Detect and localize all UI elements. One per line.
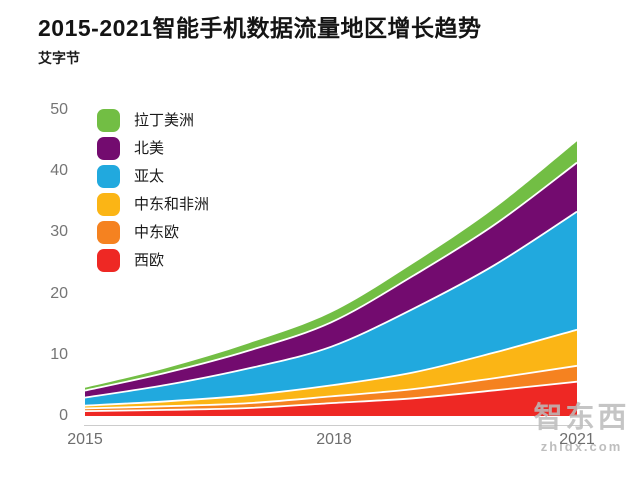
band-separator-line bbox=[84, 210, 578, 399]
legend-label: 西欧 bbox=[134, 252, 165, 269]
legend: 拉丁美洲 北美 亚太 中东和非洲 中东欧 西欧 bbox=[97, 109, 209, 277]
legend-item-western-europe: 西欧 bbox=[97, 249, 209, 272]
legend-label: 亚太 bbox=[134, 168, 165, 185]
chart-unit-label: 艾字节 bbox=[38, 49, 80, 66]
y-tick-10: 10 bbox=[50, 346, 68, 363]
legend-swatch-western-europe-icon bbox=[97, 249, 120, 272]
y-tick-20: 20 bbox=[50, 285, 68, 302]
y-tick-0: 0 bbox=[59, 407, 68, 424]
band-separator-line bbox=[84, 328, 578, 407]
legend-item-latin-america: 拉丁美洲 bbox=[97, 109, 209, 132]
x-axis-line bbox=[84, 425, 590, 426]
legend-swatch-central-eastern-europe-icon bbox=[97, 221, 120, 244]
legend-label: 中东欧 bbox=[134, 224, 180, 241]
y-tick-40: 40 bbox=[50, 162, 68, 179]
area-band-亚太 bbox=[85, 211, 577, 406]
band-separator-line bbox=[84, 364, 578, 410]
legend-swatch-asia-pacific-icon bbox=[97, 165, 120, 188]
legend-swatch-latin-america-icon bbox=[97, 109, 120, 132]
y-tick-50: 50 bbox=[50, 101, 68, 118]
legend-label: 中东和非洲 bbox=[134, 196, 210, 213]
x-tick-2015: 2015 bbox=[67, 431, 103, 448]
legend-item-north-america: 北美 bbox=[97, 137, 209, 160]
legend-item-asia-pacific: 亚太 bbox=[97, 165, 209, 188]
chart-title: 2015-2021智能手机数据流量地区增长趋势 bbox=[38, 15, 482, 41]
band-separator-line bbox=[84, 380, 578, 412]
x-tick-2021: 2021 bbox=[559, 431, 595, 448]
legend-swatch-north-america-icon bbox=[97, 137, 120, 160]
chart-header: 2015-2021智能手机数据流量地区增长趋势 艾字节 bbox=[38, 14, 618, 68]
area-band-中东欧 bbox=[85, 365, 577, 412]
legend-label: 北美 bbox=[134, 140, 165, 157]
area-band-西欧 bbox=[85, 381, 577, 416]
y-tick-30: 30 bbox=[50, 223, 68, 240]
legend-label: 拉丁美洲 bbox=[134, 112, 195, 129]
area-band-中东和非洲 bbox=[85, 329, 577, 409]
band-separator-line bbox=[84, 161, 578, 392]
legend-swatch-middle-east-africa-icon bbox=[97, 193, 120, 216]
legend-item-middle-east-africa: 中东和非洲 bbox=[97, 193, 209, 216]
legend-item-central-eastern-europe: 中东欧 bbox=[97, 221, 209, 244]
x-tick-2018: 2018 bbox=[316, 431, 352, 448]
